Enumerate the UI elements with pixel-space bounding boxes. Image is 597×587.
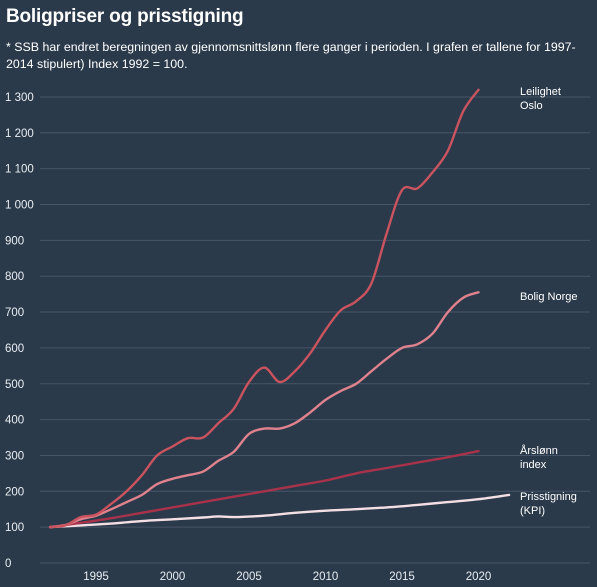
y-tick-label: 1 000: [5, 200, 34, 212]
y-tick-label: 600: [5, 343, 24, 355]
x-tick-label: 1995: [83, 571, 109, 583]
x-tick-label: 2010: [313, 571, 339, 583]
x-tick-label: 2000: [160, 571, 186, 583]
chart-subtitle: * SSB har endret beregningen av gjennoms…: [6, 40, 576, 71]
series-label-prisstigning-kpi: Prisstigning (KPI): [520, 491, 577, 517]
y-tick-label: 400: [5, 415, 24, 427]
y-tick-label: 300: [5, 450, 24, 462]
series-label-leilighet-oslo: Leilighet Oslo: [520, 86, 561, 112]
x-tick-label: 2020: [466, 571, 492, 583]
y-tick-label: 1 100: [5, 164, 34, 176]
y-tick-label: 1 200: [5, 128, 34, 140]
series-label-line: Bolig Norge: [520, 291, 577, 303]
series-line-bolig-norge: [48, 291, 480, 529]
y-tick-label: 0: [5, 558, 11, 570]
chart-title: Boligpriser og prisstigning: [6, 6, 244, 27]
series-labels: Leilighet Oslo Bolig Norge Årslønn index Pris…: [520, 86, 577, 517]
gridlines: [40, 96, 590, 564]
series-line-prisstigning-kpi: [48, 493, 511, 529]
series-label-line: (KPI): [520, 505, 545, 517]
y-tick-label: 500: [5, 379, 24, 391]
series-label-bolig-norge: Bolig Norge: [520, 291, 577, 303]
y-tick-label: 700: [5, 307, 24, 319]
series-lines: [48, 88, 511, 529]
y-tick-label: 800: [5, 271, 24, 283]
y-tick-label: 1 300: [5, 92, 34, 104]
y-axis-ticks: 0 100 200 300 400 500 600 700 800 900 1 000 1 100 1 …: [5, 92, 34, 570]
x-tick-label: 2015: [389, 571, 415, 583]
series-label-rsl-nn-index: Årslønn index: [520, 444, 558, 471]
series-label-line: Årslønn: [520, 444, 558, 457]
x-tick-label: 2005: [236, 571, 262, 583]
series-label-line: Leilighet: [520, 86, 561, 98]
x-axis-ticks: 1995 2000 2005 2010 2015 2020: [83, 571, 491, 583]
series-label-line: index: [520, 459, 547, 471]
series-line-leilighet-oslo: [48, 88, 480, 529]
y-tick-label: 200: [5, 486, 24, 498]
y-tick-label: 100: [5, 522, 24, 534]
series-label-line: Prisstigning: [520, 491, 577, 503]
series-line-rsl-nn-index: [48, 449, 480, 529]
series-label-line: Oslo: [520, 100, 543, 112]
y-tick-label: 900: [5, 235, 24, 247]
